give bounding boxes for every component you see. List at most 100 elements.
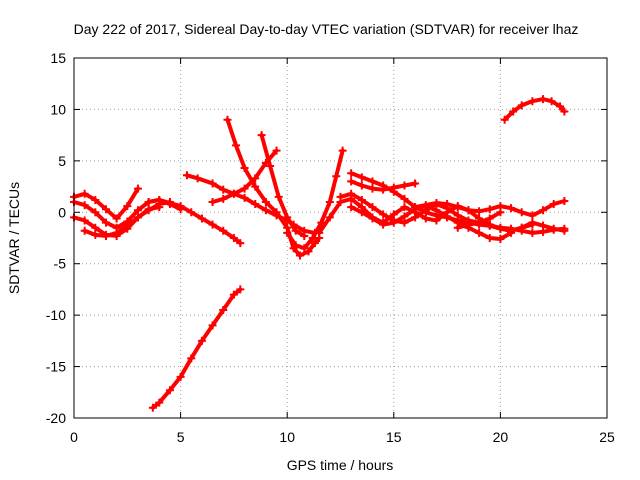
data-point (219, 194, 228, 203)
data-point (219, 306, 228, 314)
data-point (91, 223, 100, 232)
data-point (208, 321, 217, 330)
data-point (347, 203, 356, 212)
y-tick-label: 15 (50, 50, 66, 66)
data-point (144, 198, 153, 206)
data-point (443, 200, 452, 209)
y-tick-label: -10 (46, 307, 66, 323)
data-point (496, 235, 505, 244)
data-point (232, 141, 241, 150)
y-tick-label: -5 (54, 256, 67, 272)
data-point (347, 194, 356, 203)
data-point (80, 226, 89, 235)
data-point (453, 216, 462, 225)
data-point (549, 224, 558, 233)
data-point (283, 213, 292, 222)
data-point (357, 195, 366, 204)
data-point (485, 205, 494, 214)
data-point (528, 228, 537, 237)
data-point (338, 146, 347, 155)
data-point (197, 214, 206, 223)
data-point (475, 207, 484, 216)
data-point (389, 210, 398, 219)
data-point (389, 218, 398, 227)
data-point (283, 228, 292, 237)
data-point (304, 247, 313, 256)
data-point (560, 196, 569, 205)
data-point (464, 220, 473, 229)
data-point (556, 102, 565, 111)
x-tick-label: 25 (599, 429, 615, 445)
y-tick-label: 0 (58, 204, 66, 220)
data-point (261, 198, 270, 206)
data-point (274, 192, 283, 201)
data-point (144, 206, 153, 215)
data-point (560, 107, 569, 116)
grid (74, 58, 607, 418)
series-sat-k (283, 146, 347, 253)
data-point (300, 231, 309, 240)
data-point (208, 220, 217, 229)
data-point (123, 202, 132, 211)
data-point (528, 97, 537, 106)
data-point (336, 198, 345, 206)
series-sat-h (208, 146, 281, 206)
x-tick-label: 0 (70, 429, 78, 445)
data-point (236, 285, 245, 294)
data-point (133, 184, 142, 193)
data-point (421, 201, 430, 210)
data-point (411, 179, 420, 188)
y-tick-label: 10 (50, 101, 66, 117)
data-point (176, 372, 185, 381)
data-point (112, 228, 121, 237)
series-sat-j (257, 131, 309, 240)
data-point (123, 221, 132, 230)
data-point (229, 290, 238, 299)
data-point (133, 206, 142, 215)
x-tick-label: 15 (386, 429, 402, 445)
data-point (560, 226, 569, 235)
x-tick-label: 20 (493, 429, 509, 445)
data-point (357, 173, 366, 182)
data-point (475, 218, 484, 227)
data-point (347, 177, 356, 186)
y-tick-label: -20 (46, 410, 66, 426)
series-sat-r (453, 218, 569, 235)
data-point (148, 403, 157, 412)
data-point (223, 115, 232, 124)
series-sat-i (223, 115, 324, 260)
data-point (229, 234, 238, 242)
data-point (300, 244, 309, 253)
data-point (368, 177, 377, 186)
data-point (517, 101, 526, 110)
series-sat-e (144, 195, 245, 248)
data-point (485, 221, 494, 230)
data-point (155, 195, 164, 204)
data-point (101, 231, 110, 240)
data-point (539, 221, 548, 230)
data-point (208, 198, 217, 206)
y-axis-label: SDTVAR / TECUs (6, 182, 22, 294)
series-line (225, 117, 322, 258)
data-point (453, 223, 462, 232)
data-point (80, 201, 89, 210)
data-point (517, 208, 526, 217)
data-point (272, 146, 281, 155)
data-point (165, 386, 174, 395)
x-tick-label: 5 (177, 429, 185, 445)
data-point (368, 203, 377, 212)
x-axis-label: GPS time / hours (287, 457, 394, 473)
data-point (251, 200, 260, 209)
chart-title: Day 222 of 2017, Sidereal Day-to-day VTE… (74, 21, 579, 37)
data-point (432, 199, 441, 208)
data-point (517, 223, 526, 232)
data-point (165, 199, 174, 208)
data-point (308, 234, 317, 242)
data-point (112, 214, 121, 223)
data-point (236, 239, 245, 248)
data-point (464, 206, 473, 215)
data-point (257, 131, 266, 140)
series-line (150, 287, 243, 410)
data-point (251, 182, 260, 191)
